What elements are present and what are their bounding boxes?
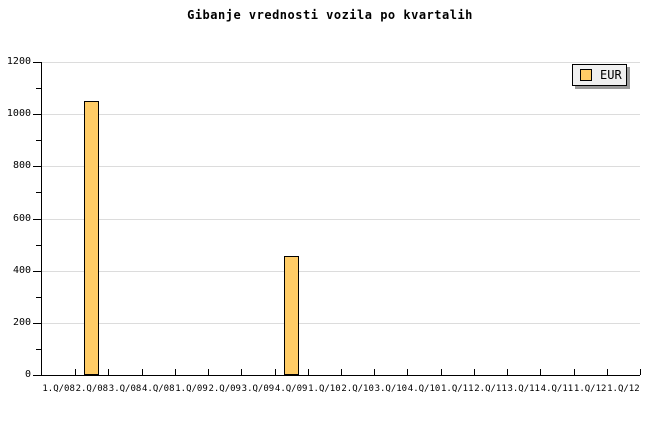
legend-series-label: EUR [600,68,622,82]
x-tick [607,369,608,375]
y-gridline [42,114,640,115]
x-axis-label: 2.Q/10 [341,384,374,394]
x-tick [441,369,442,375]
y-major-tick [33,62,42,63]
x-axis-label: 3.Q/10 [374,384,408,394]
x-axis-label: 2.Q/11 [474,384,507,394]
y-minor-tick [36,297,42,298]
y-gridline [42,166,640,167]
x-tick [407,369,408,375]
x-axis-label: 1.Q/12 [607,384,640,394]
y-gridline [42,271,640,272]
y-major-tick [33,323,42,324]
y-axis-label: 1000 [6,108,31,119]
x-tick [474,369,475,375]
legend: EUR [572,64,627,86]
y-axis-label: 400 [12,265,31,276]
legend-series-swatch-icon [580,69,592,81]
x-axis-label: 3.Q/11 [507,384,540,394]
x-axis-label: 3.Q/09 [241,384,275,394]
y-minor-tick [36,140,42,141]
x-axis-line [41,375,640,376]
y-axis-label: 600 [12,213,31,224]
chart-title: Gibanje vrednosti vozila po kvartalih [187,8,473,22]
y-axis-label: 800 [12,160,31,171]
x-axis-label: 3.Q/08 [108,384,142,394]
bar-2.Q/08 [84,101,99,375]
x-tick [108,369,109,375]
x-tick [507,369,508,375]
x-tick [275,369,276,375]
x-axis-label: 2.Q/09 [208,384,241,394]
y-minor-tick [36,349,42,350]
x-axis-label: 1.Q/08 [42,384,75,394]
x-tick [308,369,309,375]
y-gridline [42,62,640,63]
x-tick [208,369,209,375]
x-tick [640,369,641,375]
y-major-tick [33,114,42,115]
y-minor-tick [36,192,42,193]
y-axis-line [41,62,42,376]
x-axis-label: 1.Q/12 [573,384,607,394]
y-major-tick [33,375,42,376]
x-tick [175,369,176,375]
x-tick [374,369,375,375]
x-axis-label: 4.Q/09 [274,384,308,394]
y-minor-tick [36,88,42,89]
x-tick [75,369,76,375]
y-axis-label: 1200 [6,56,31,67]
y-major-tick [33,219,42,220]
y-major-tick [33,271,42,272]
bar-4.Q/09 [284,256,299,375]
x-axis-label: 4.Q/10 [407,384,441,394]
x-axis-label: 1.Q/10 [308,384,341,394]
y-axis-label: 0 [24,369,31,380]
y-minor-tick [36,245,42,246]
x-axis-label: 1.Q/09 [175,384,208,394]
x-axis-label: 4.Q/11 [540,384,574,394]
y-gridline [42,219,640,220]
x-axis-label: 4.Q/08 [142,384,175,394]
y-gridline [42,323,640,324]
x-tick [341,369,342,375]
x-tick [142,369,143,375]
y-axis-label: 200 [12,317,31,328]
x-tick [540,369,541,375]
x-axis-label: 1.Q/11 [441,384,474,394]
x-tick [574,369,575,375]
x-tick [241,369,242,375]
y-major-tick [33,166,42,167]
x-axis-label: 2.Q/08 [75,384,109,394]
